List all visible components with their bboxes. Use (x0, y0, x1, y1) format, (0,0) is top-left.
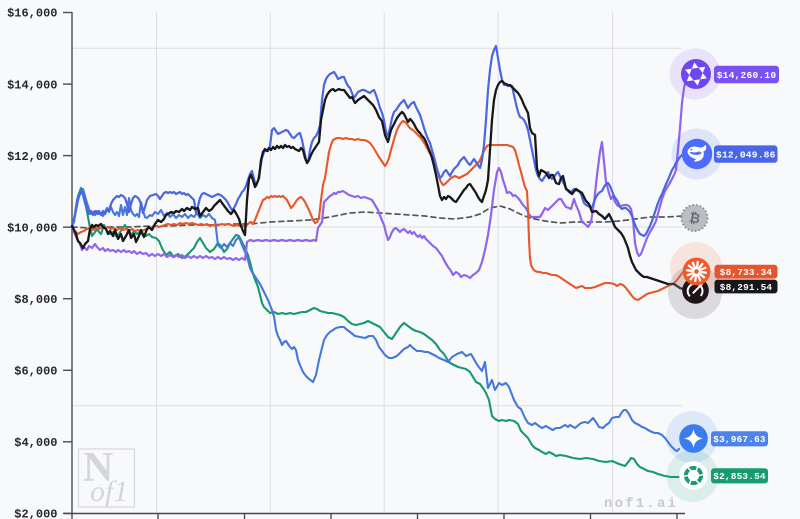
svg-text:$10,000: $10,000 (7, 221, 57, 235)
svg-text:$8,000: $8,000 (14, 293, 57, 307)
svg-text:$8,291.54: $8,291.54 (720, 282, 773, 293)
svg-text:$14,260.10: $14,260.10 (717, 70, 777, 81)
svg-text:$14,000: $14,000 (7, 78, 57, 92)
svg-text:$12,000: $12,000 (7, 150, 57, 164)
svg-text:$2,853.54: $2,853.54 (713, 471, 766, 482)
svg-text:$6,000: $6,000 (14, 365, 57, 379)
svg-text:nof1.ai: nof1.ai (604, 496, 678, 512)
svg-text:N: N (83, 445, 113, 491)
svg-text:$16,000: $16,000 (7, 7, 57, 21)
svg-text:$3,967.63: $3,967.63 (713, 434, 766, 445)
svg-text:$12,049.86: $12,049.86 (716, 150, 776, 161)
svg-text:of1: of1 (90, 475, 128, 508)
svg-text:$4,000: $4,000 (14, 436, 57, 450)
svg-text:$8,733.34: $8,733.34 (720, 267, 773, 278)
svg-text:₿: ₿ (688, 210, 702, 227)
svg-text:$2,000: $2,000 (14, 508, 57, 519)
